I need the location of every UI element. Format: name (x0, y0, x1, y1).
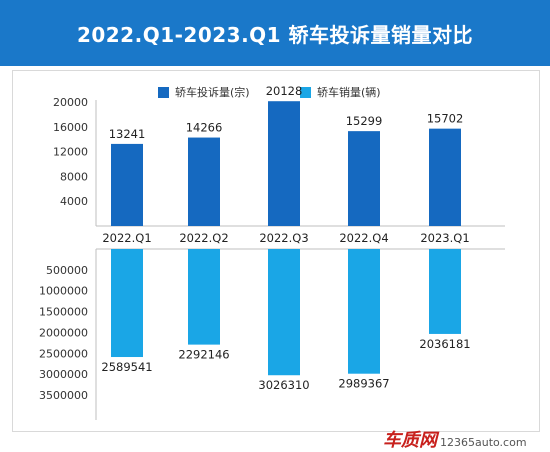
y-tick-label-bottom: 1500000 (39, 306, 88, 319)
data-label-sales: 2989367 (338, 377, 389, 391)
category-label: 2022.Q4 (339, 231, 388, 245)
bar-sales (111, 249, 143, 358)
y-tick-label-top: 20000 (53, 96, 88, 109)
y-tick-label-top: 16000 (53, 121, 88, 134)
data-label-sales: 2589541 (101, 360, 152, 374)
bar-complaints (429, 128, 461, 226)
watermark-url: 12365auto.com (440, 436, 527, 449)
watermark: 车质网 12365auto.com (383, 426, 527, 452)
data-label-sales: 3026310 (258, 378, 309, 392)
y-tick-label-top: 12000 (53, 146, 88, 159)
legend-item-complaints: 轿车投诉量(宗) (158, 84, 250, 100)
bar-complaints (348, 131, 380, 226)
data-label-complaints: 15299 (346, 114, 383, 128)
y-tick-label-bottom: 2000000 (39, 326, 88, 339)
legend-swatch-complaints (158, 86, 169, 98)
bar-sales (188, 249, 220, 345)
chart-title: 2022.Q1-2023.Q1 轿车投诉量销量对比 (76, 22, 474, 47)
category-label: 2023.Q1 (420, 231, 469, 245)
y-tick-label-bottom: 3500000 (39, 389, 88, 402)
bar-complaints (268, 101, 300, 226)
bar-complaints (111, 143, 143, 226)
y-tick-label-bottom: 3000000 (39, 368, 88, 381)
legend-swatch-sales (300, 86, 311, 98)
bar-complaints (188, 137, 220, 226)
bar-sales (348, 249, 380, 374)
legend-label-complaints: 轿车投诉量(宗) (175, 86, 250, 99)
y-tick-label-bottom: 1000000 (39, 285, 88, 298)
legend-label-sales: 轿车销量(辆) (317, 86, 381, 99)
chart-title-bar: 2022.Q1-2023.Q1 轿车投诉量销量对比 (0, 0, 550, 66)
data-label-sales: 2292146 (178, 348, 229, 362)
data-label-complaints: 13241 (109, 127, 146, 141)
category-label: 2022.Q1 (102, 231, 151, 245)
y-tick-label-bottom: 500000 (46, 264, 88, 277)
category-label: 2022.Q3 (259, 231, 308, 245)
data-label-complaints: 20128 (266, 84, 303, 98)
bar-sales (268, 249, 300, 376)
bar-sales (429, 249, 461, 334)
data-label-complaints: 14266 (186, 121, 223, 135)
y-tick-label-bottom: 2500000 (39, 347, 88, 360)
y-tick-label-top: 8000 (60, 170, 88, 183)
legend-item-sales: 轿车销量(辆) (300, 84, 381, 100)
data-label-complaints: 15702 (427, 112, 464, 126)
category-label: 2022.Q2 (179, 231, 228, 245)
y-tick-label-top: 4000 (60, 195, 88, 208)
watermark-logo: 车质网 (383, 430, 437, 451)
data-label-sales: 2036181 (419, 337, 470, 351)
